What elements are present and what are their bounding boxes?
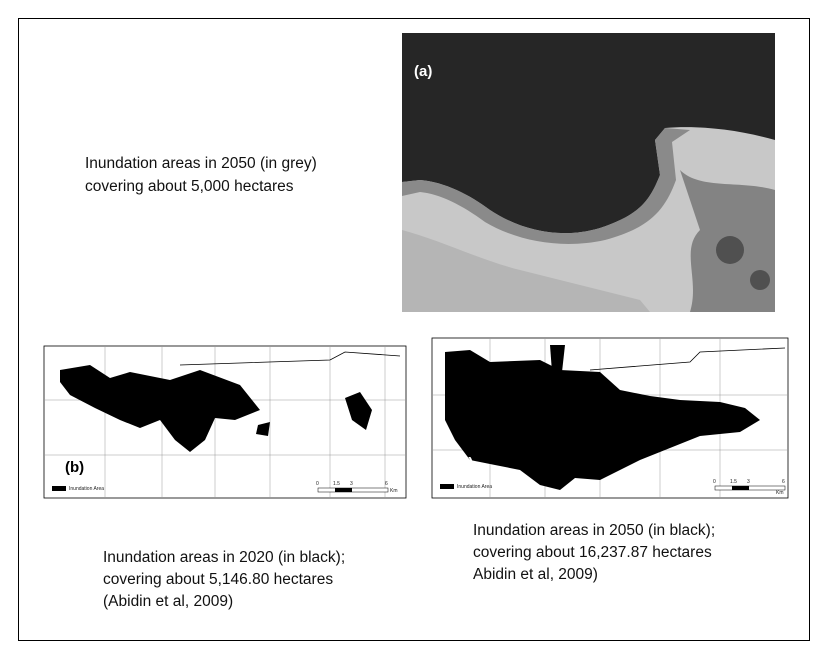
caption: (Abidin et al, 2009)	[103, 593, 233, 610]
map-b	[44, 346, 406, 498]
panel-label: (c)	[455, 455, 473, 472]
caption: Inundation areas in 2020 (in black);	[103, 549, 345, 566]
caption: covering about 16,237.87 hectares	[473, 544, 712, 561]
scale-unit: Km	[390, 488, 398, 494]
caption: covering about 5,146.80 hectares	[103, 571, 333, 588]
scale-label: 0	[713, 479, 716, 485]
panel-label: (b)	[65, 459, 84, 476]
legend-label: Inundation Area	[69, 486, 104, 492]
caption: Abidin et al, 2009)	[473, 566, 598, 583]
scale-label: 3	[747, 479, 750, 485]
caption: Inundation areas in 2050 (in grey)	[85, 155, 317, 172]
scale-label: 0	[316, 481, 319, 487]
caption: Inundation areas in 2050 (in black);	[473, 522, 715, 539]
scale-label: 3	[350, 481, 353, 487]
scale-unit: Km	[776, 490, 784, 496]
scale-label: 6	[782, 479, 785, 485]
page: {"panel_a": {"label": "(a)", "caption": …	[0, 0, 828, 651]
scale-label: 1.5	[730, 479, 737, 485]
legend-label: Inundation Area	[457, 484, 492, 490]
scale-label: 1.5	[333, 481, 340, 487]
slide: (a) Inundation areas in 2050 (in grey) c…	[0, 0, 828, 651]
satellite-image	[402, 33, 775, 312]
map-c	[432, 338, 788, 498]
caption: covering about 5,000 hectares	[85, 178, 294, 195]
panel-label: (a)	[414, 63, 432, 80]
scale-label: 6	[385, 481, 388, 487]
